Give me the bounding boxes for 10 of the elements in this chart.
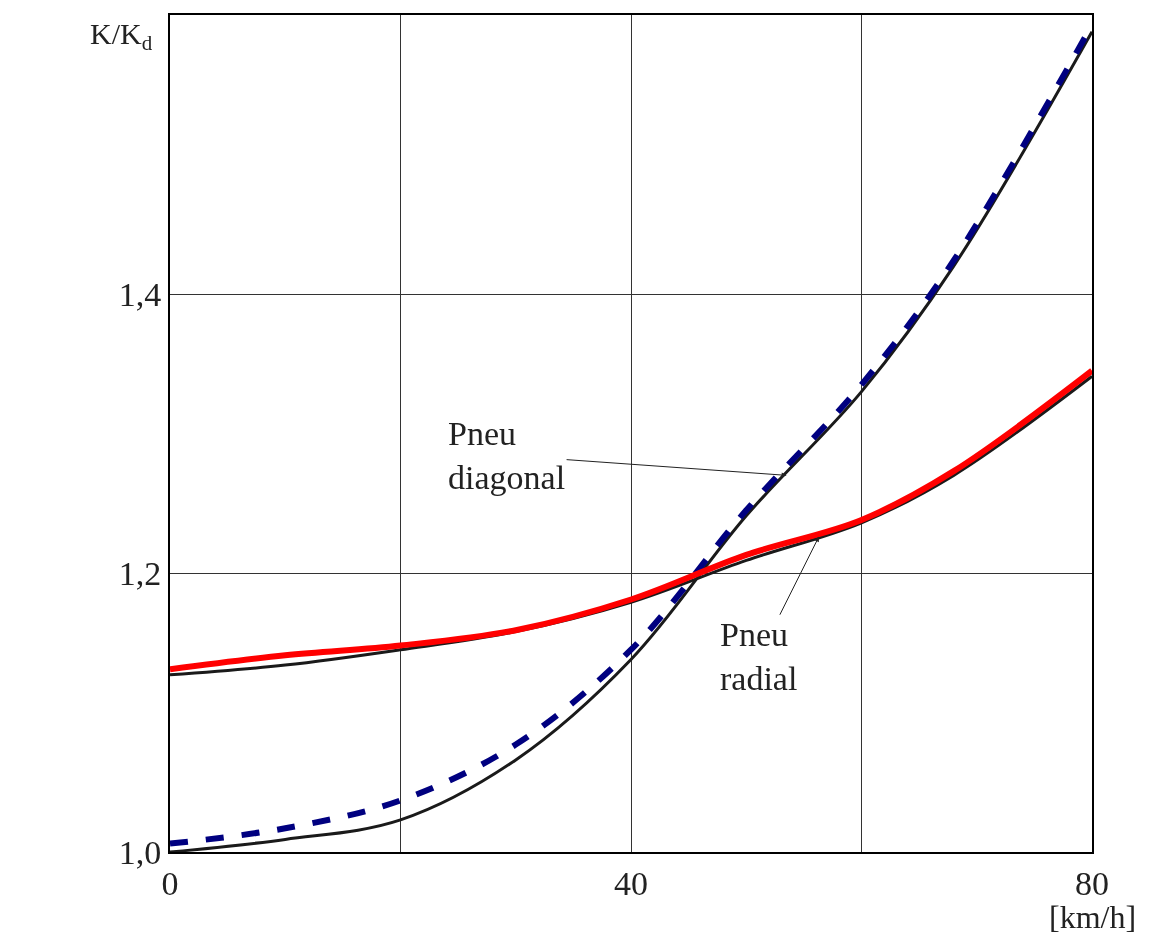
y-axis-title: K/K$_{d}$ bbox=[90, 17, 153, 56]
annotation: Pneu radial bbox=[720, 616, 798, 698]
annotation: Pneu diagonal bbox=[448, 415, 566, 497]
y-tick-label: 1,0 bbox=[118, 833, 162, 871]
x-tick-label: 80 bbox=[1075, 864, 1109, 902]
x-tick-label: 0 bbox=[161, 864, 179, 902]
y-tick-label: 1,4 bbox=[118, 275, 162, 313]
y-tick-label: 1,2 bbox=[118, 554, 162, 592]
x-tick-label: 40 bbox=[614, 864, 648, 902]
x-axis-title: [km/h] bbox=[1049, 899, 1137, 935]
